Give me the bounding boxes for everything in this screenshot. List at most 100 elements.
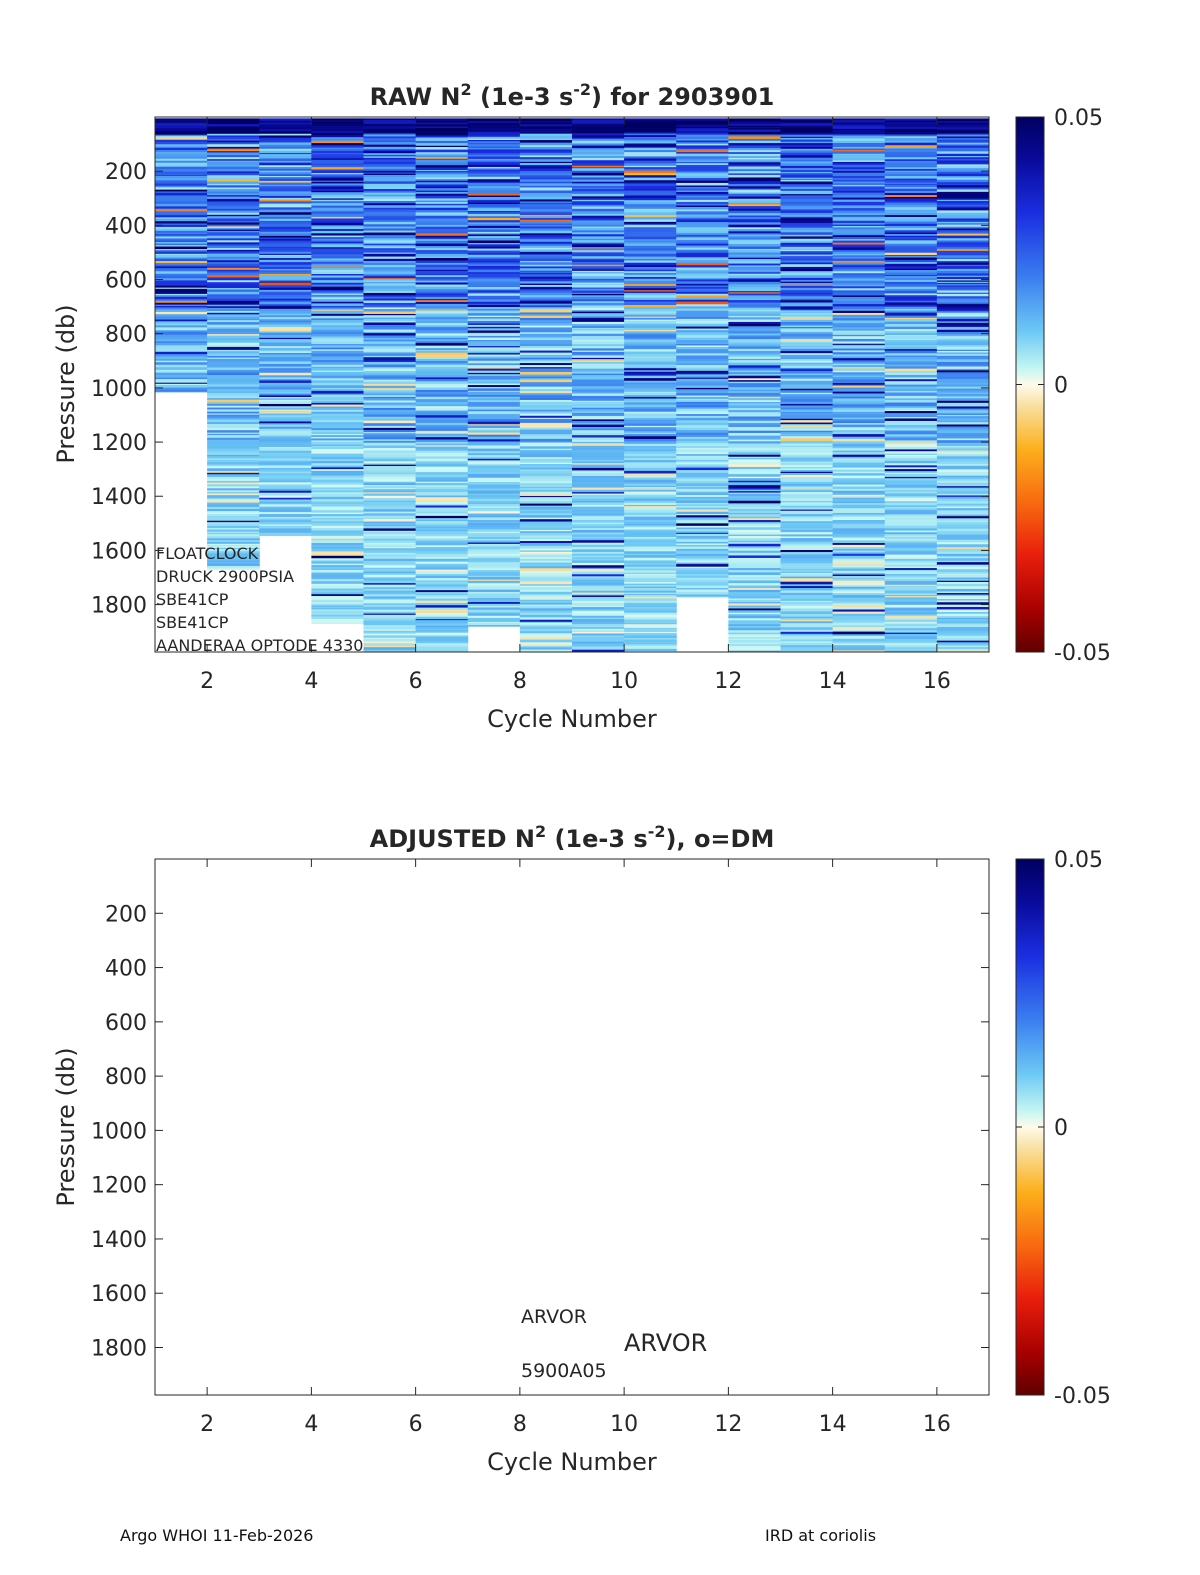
heatmap-cell — [207, 251, 260, 254]
heatmap-cell — [624, 602, 677, 607]
heatmap-cell — [832, 503, 886, 506]
heatmap-cell — [363, 554, 417, 558]
heatmap-cell — [363, 513, 417, 517]
heatmap-cell — [884, 581, 938, 583]
heatmap-cell — [519, 209, 573, 212]
heatmap-cell — [259, 524, 312, 527]
heatmap-cell — [884, 409, 938, 412]
heatmap-cell — [415, 443, 469, 446]
heatmap-cell — [572, 627, 625, 630]
heatmap-cell — [832, 284, 886, 287]
heatmap-cell — [519, 489, 573, 493]
heatmap-cell — [311, 121, 364, 125]
heatmap-cell — [676, 511, 729, 515]
heatmap-cell — [415, 448, 469, 452]
heatmap-cell — [259, 256, 312, 259]
heatmap-cell — [311, 604, 364, 606]
heatmap-cell — [624, 282, 677, 285]
heatmap-cell — [259, 385, 312, 388]
heatmap-cell — [311, 306, 364, 308]
heatmap-cell — [311, 312, 364, 315]
heatmap-cell — [832, 574, 886, 577]
heatmap-cell — [832, 473, 886, 476]
heatmap-cell — [207, 560, 260, 563]
heatmap-cell — [311, 201, 364, 204]
heatmap-cell — [415, 375, 469, 378]
heatmap-cell — [572, 230, 625, 233]
heatmap-cell — [676, 271, 729, 274]
heatmap-cell — [728, 464, 781, 468]
heatmap-cell — [728, 645, 781, 649]
heatmap-cell — [572, 311, 625, 314]
heatmap-cell — [884, 334, 938, 337]
heatmap-cell — [467, 158, 521, 161]
heatmap-cell — [259, 534, 312, 536]
heatmap-cell — [467, 304, 521, 308]
heatmap-cell — [467, 330, 521, 334]
heatmap-cell — [884, 281, 938, 285]
heatmap-column-cycle-14 — [832, 118, 886, 652]
heatmap-cell — [363, 138, 417, 142]
heatmap-cell — [155, 293, 208, 296]
heatmap-cell — [415, 458, 469, 462]
heatmap-cell — [884, 246, 938, 248]
chart-title: ADJUSTED N2 (1e-3 s-2), o=DM — [370, 822, 775, 853]
heatmap-cell — [363, 355, 417, 358]
heatmap-cell — [155, 249, 208, 251]
heatmap-cell — [728, 229, 781, 232]
heatmap-cell — [467, 156, 521, 160]
heatmap-cell — [884, 407, 938, 411]
heatmap-cell — [780, 224, 834, 228]
heatmap-cell — [311, 325, 364, 328]
heatmap-cell — [832, 255, 886, 258]
heatmap-cell — [311, 293, 364, 296]
heatmap-cell — [728, 342, 781, 345]
heatmap-cell — [415, 289, 469, 292]
heatmap-cell — [363, 450, 417, 454]
heatmap-cell — [676, 204, 729, 206]
heatmap-cell — [884, 134, 938, 137]
heatmap-cell — [415, 269, 469, 272]
heatmap-cell — [572, 522, 625, 525]
heatmap-cell — [884, 584, 938, 587]
heatmap-cell — [936, 573, 989, 576]
heatmap-cell — [884, 171, 938, 175]
heatmap-cell — [519, 581, 573, 585]
heatmap-cell — [519, 157, 573, 159]
heatmap-cell — [519, 624, 573, 627]
heatmap-cell — [363, 282, 417, 284]
heatmap-cell — [832, 467, 886, 470]
heatmap-cell — [363, 571, 417, 574]
heatmap-cell — [415, 210, 469, 213]
heatmap-cell — [780, 552, 834, 555]
heatmap-cell — [780, 496, 834, 499]
heatmap-cell — [467, 120, 521, 124]
heatmap-cell — [519, 343, 573, 347]
heatmap-cell — [259, 274, 312, 276]
heatmap-cell — [572, 183, 625, 187]
heatmap-cell — [155, 125, 208, 129]
heatmap-cell — [467, 447, 521, 450]
heatmap-cell — [884, 280, 938, 283]
heatmap-cell — [936, 352, 989, 355]
heatmap-cell — [363, 133, 417, 136]
heatmap-cell — [728, 384, 781, 388]
heatmap-cell — [728, 577, 781, 580]
heatmap-cell — [728, 546, 781, 549]
heatmap-cell — [676, 283, 729, 286]
heatmap-cell — [780, 401, 834, 405]
heatmap-cell — [311, 504, 364, 507]
heatmap-cell — [676, 126, 729, 129]
heatmap-cell — [519, 306, 573, 309]
heatmap-cell — [259, 520, 312, 523]
heatmap-cell — [728, 593, 781, 597]
heatmap-cell — [676, 358, 729, 362]
heatmap-cell — [572, 333, 625, 337]
heatmap-cell — [884, 295, 938, 297]
heatmap-cell — [415, 231, 469, 234]
heatmap-cell — [884, 647, 938, 649]
heatmap-cell — [467, 569, 521, 573]
heatmap-cell — [884, 164, 938, 168]
heatmap-cell — [780, 369, 834, 372]
heatmap-cell — [363, 373, 417, 376]
